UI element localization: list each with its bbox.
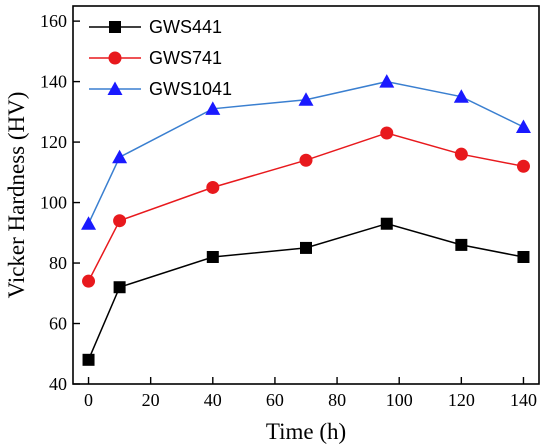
data-point [206,180,220,194]
legend-label: GWS1041 [149,79,232,99]
x-tick-label: 60 [266,390,284,410]
x-tick-label: 80 [328,390,346,410]
data-point [206,250,219,263]
series-gws741 [82,126,530,288]
x-tick-label: 100 [386,390,413,410]
data-point [515,119,531,133]
data-point [453,89,469,103]
y-tick-label: 120 [40,132,67,152]
data-point [379,74,395,88]
y-tick-label: 160 [40,11,67,31]
legend-marker [108,51,122,65]
data-point [113,281,126,294]
data-point [380,217,393,230]
y-tick-label: 140 [40,72,67,92]
x-axis-title: Time (h) [266,419,346,444]
x-tick-label: 140 [510,390,537,410]
data-point [113,214,127,228]
y-axis-title: Vicker Hardness (HV) [4,92,29,299]
x-tick-label: 120 [448,390,475,410]
data-point [299,153,313,167]
data-point [81,216,97,230]
data-point [300,241,312,254]
data-point [205,101,221,115]
series-gws441 [82,217,530,366]
series-layer [81,74,531,366]
x-tick-label: 20 [142,390,160,410]
x-tick-label: 40 [204,390,222,410]
legend: GWS441 GWS741 GWS1041 [89,17,232,99]
data-point [454,147,468,161]
plot-frame [72,5,540,385]
legend-marker [109,21,121,33]
data-point [82,353,95,366]
legend-item: GWS1041 [89,79,232,99]
data-point [380,126,394,140]
data-point [516,159,530,173]
y-tick-label: 40 [49,374,67,394]
data-point [82,274,96,288]
data-point [298,92,314,106]
data-point [517,250,530,263]
legend-label: GWS741 [149,48,222,68]
y-tick-label: 60 [49,314,67,334]
x-tick-label: 0 [84,390,93,410]
data-point [112,149,128,164]
legend-label: GWS441 [149,17,222,37]
y-tick-label: 100 [40,193,67,213]
legend-item: GWS441 [89,17,222,37]
legend-item: GWS741 [89,48,222,68]
data-point [455,238,468,251]
series-gws1041 [81,74,531,230]
ticks: 0 20 40 60 80 100 120 140 40 60 80 100 120 140 160 [40,11,537,410]
legend-marker [107,81,123,95]
y-tick-label: 80 [49,253,67,273]
